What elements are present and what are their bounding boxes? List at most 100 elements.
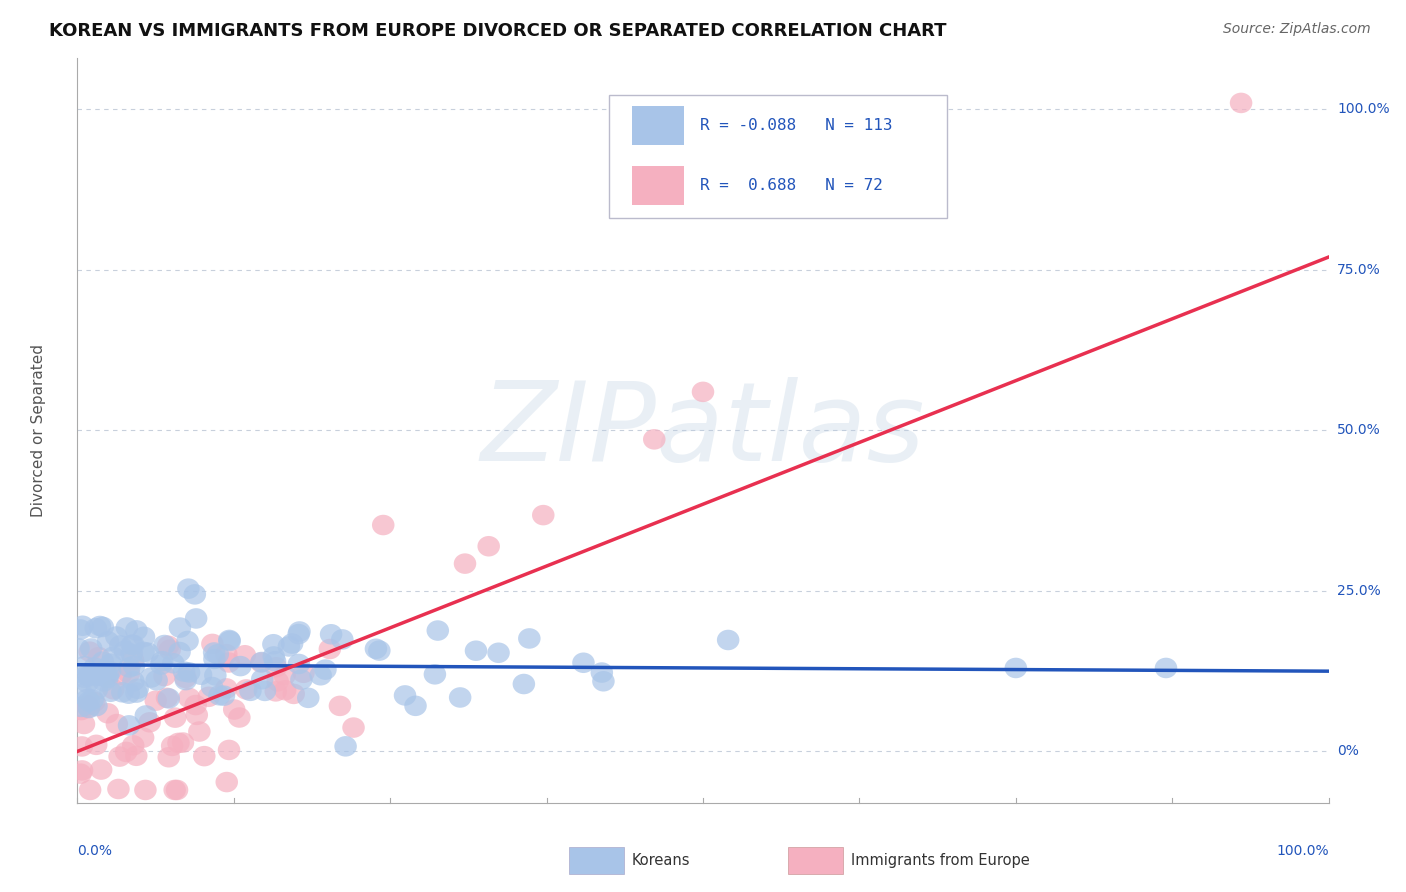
Ellipse shape [288,654,311,674]
Text: 0%: 0% [1337,745,1358,758]
Text: Source: ZipAtlas.com: Source: ZipAtlas.com [1223,22,1371,37]
Ellipse shape [79,780,101,800]
Text: ZIPatlas: ZIPatlas [481,377,925,483]
Ellipse shape [105,626,128,647]
Ellipse shape [208,685,231,706]
Ellipse shape [69,619,91,640]
Ellipse shape [717,630,740,650]
Ellipse shape [165,707,187,728]
Ellipse shape [264,657,287,678]
Ellipse shape [77,698,100,718]
Ellipse shape [84,618,107,639]
Ellipse shape [76,673,98,693]
Ellipse shape [264,681,287,702]
Ellipse shape [132,641,155,662]
Ellipse shape [465,640,488,661]
Ellipse shape [122,656,145,676]
Ellipse shape [76,695,98,715]
Text: Divorced or Separated: Divorced or Separated [31,344,46,516]
Ellipse shape [426,620,449,640]
FancyBboxPatch shape [789,847,844,874]
Ellipse shape [531,505,554,525]
Ellipse shape [118,664,141,684]
Ellipse shape [250,669,274,690]
Ellipse shape [82,690,104,710]
Ellipse shape [190,665,212,685]
Ellipse shape [73,667,96,688]
Ellipse shape [160,736,183,756]
Ellipse shape [136,642,159,663]
Ellipse shape [76,689,98,709]
Ellipse shape [157,688,180,708]
Ellipse shape [643,429,665,450]
Text: 0.0%: 0.0% [77,844,112,858]
Ellipse shape [90,759,112,780]
Ellipse shape [1154,657,1177,678]
Ellipse shape [163,780,186,800]
Ellipse shape [287,624,309,644]
Ellipse shape [172,732,194,753]
Ellipse shape [692,382,714,402]
Text: 75.0%: 75.0% [1337,263,1381,277]
Ellipse shape [94,664,117,684]
Ellipse shape [70,736,93,756]
Ellipse shape [478,536,501,557]
Ellipse shape [86,680,108,700]
Ellipse shape [114,640,136,661]
Ellipse shape [145,690,167,711]
Ellipse shape [274,680,297,700]
Ellipse shape [125,682,148,703]
Ellipse shape [179,688,201,708]
Ellipse shape [188,722,211,742]
Ellipse shape [150,655,173,675]
Ellipse shape [80,639,103,659]
Ellipse shape [174,670,197,690]
Ellipse shape [153,635,176,656]
Ellipse shape [281,633,304,654]
Ellipse shape [96,668,118,689]
Ellipse shape [77,698,100,718]
Ellipse shape [84,735,107,756]
Ellipse shape [115,741,138,762]
Ellipse shape [162,653,184,673]
Ellipse shape [176,631,198,651]
Ellipse shape [266,671,288,691]
Ellipse shape [517,628,540,648]
Ellipse shape [197,687,219,707]
Ellipse shape [423,664,446,684]
Ellipse shape [173,661,195,681]
Ellipse shape [592,671,614,691]
Text: 50.0%: 50.0% [1337,424,1381,437]
FancyBboxPatch shape [609,95,948,219]
Ellipse shape [108,747,131,767]
Ellipse shape [93,671,115,691]
Ellipse shape [118,657,141,678]
Ellipse shape [138,712,160,732]
Ellipse shape [132,727,155,747]
Ellipse shape [127,679,149,699]
Text: Koreans: Koreans [631,854,690,869]
Ellipse shape [250,652,273,673]
Ellipse shape [513,673,536,694]
Ellipse shape [97,632,120,652]
Ellipse shape [229,656,252,676]
Ellipse shape [591,662,613,682]
Ellipse shape [141,667,163,688]
Ellipse shape [373,515,395,535]
Ellipse shape [87,647,110,667]
Ellipse shape [215,772,238,792]
Ellipse shape [288,621,311,641]
Ellipse shape [70,700,93,721]
Ellipse shape [177,578,200,599]
Ellipse shape [70,697,93,717]
Ellipse shape [297,688,319,708]
Ellipse shape [262,634,284,655]
Ellipse shape [184,608,208,629]
Ellipse shape [177,662,200,682]
Ellipse shape [204,665,226,686]
Ellipse shape [264,651,287,672]
Ellipse shape [69,764,91,784]
Ellipse shape [91,616,114,637]
Ellipse shape [70,684,93,705]
Text: R =  0.688   N = 72: R = 0.688 N = 72 [700,178,883,193]
